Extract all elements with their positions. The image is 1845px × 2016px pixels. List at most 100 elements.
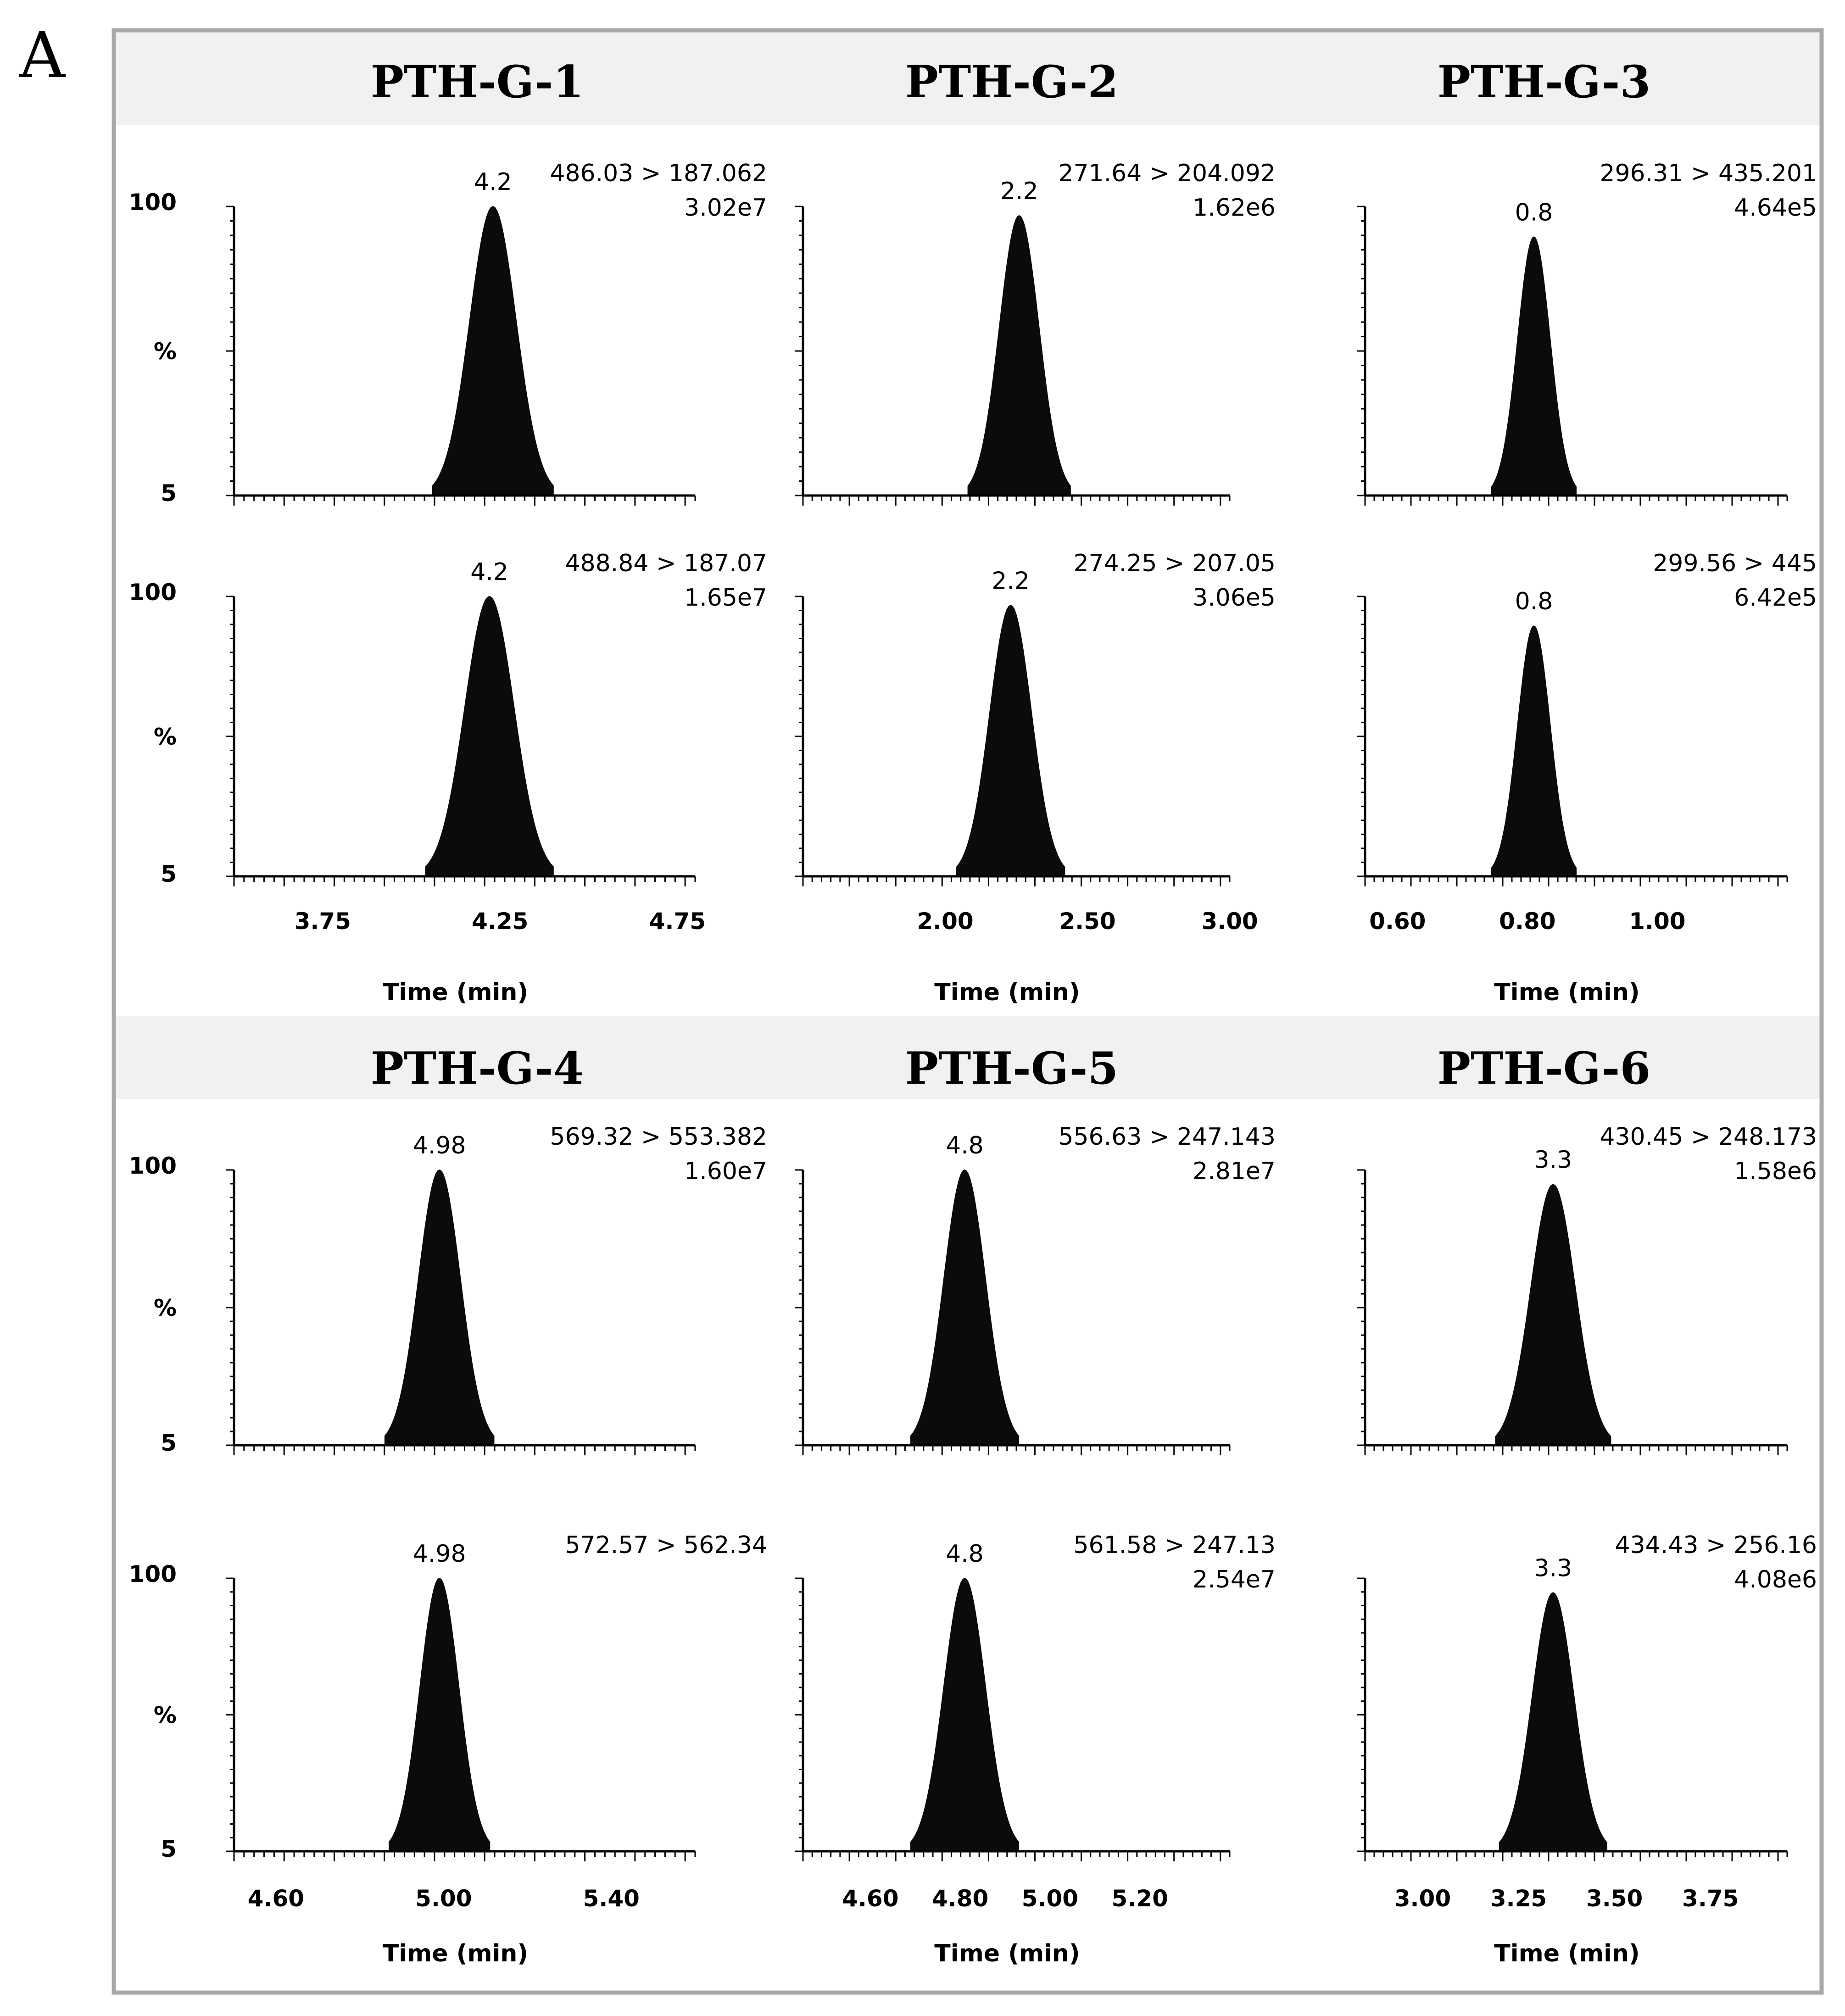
trace-2: 100% 5 4.98 572.57 > 562.34	[129, 1531, 767, 1862]
peak-area	[425, 596, 554, 877]
trace-2: 2.2 274.25 > 207.05 3.06e5	[795, 550, 1276, 886]
x-tick-label: 0.80	[1499, 908, 1555, 935]
x-axis-title: Time (min)	[934, 979, 1080, 1006]
intensity-label: 2.54e7	[1193, 1566, 1276, 1593]
intensity-label: 3.02e7	[684, 194, 767, 222]
transition-label: 296.31 > 435.201	[1600, 160, 1817, 187]
trace-1: 100% 5 4.98 569.32 > 553.382 1.60e7	[129, 1123, 767, 1456]
trace-2: 3.3 434.43 > 256.16 4.08e6	[1357, 1531, 1817, 1861]
trace-1: 2.2 271.64 > 204.092 1.62e6	[795, 160, 1276, 506]
peak-area	[910, 1577, 1019, 1852]
x-tick-label: 4.25	[472, 908, 528, 935]
y-tick-label: 5	[161, 861, 177, 887]
compound-title: PTH-G-5	[905, 1042, 1119, 1094]
peak-label: 3.3	[1534, 1147, 1572, 1174]
x-tick-label: 1.00	[1629, 908, 1685, 935]
peak-area	[384, 1169, 495, 1446]
peak-label: 2.2	[1000, 178, 1038, 205]
y-tick-label: 5	[161, 1836, 177, 1862]
y-tick-label: %	[154, 338, 177, 365]
x-tick-label: 2.00	[917, 908, 973, 935]
peak-area	[910, 1169, 1019, 1446]
peak-label: 0.8	[1515, 199, 1553, 226]
y-tick-label: 100	[129, 1153, 177, 1179]
trace-2: 0.8 299.56 > 445 6.42e5	[1357, 550, 1817, 886]
x-axis-title: Time (min)	[1494, 1940, 1639, 1967]
transition-label: 274.25 > 207.05	[1073, 550, 1276, 577]
transition-label: 488.84 > 187.07	[565, 550, 767, 577]
peak-area	[1499, 1592, 1607, 1852]
x-tick-label: 4.80	[932, 1885, 988, 1912]
y-tick-label: %	[154, 1295, 177, 1321]
intensity-label: 1.65e7	[684, 584, 767, 612]
peak-area	[956, 605, 1065, 877]
compound-title: PTH-G-4	[371, 1042, 584, 1094]
y-tick-label: 100	[129, 1561, 177, 1587]
transition-label: 572.57 > 562.34	[565, 1531, 767, 1559]
chart-pth-g-3: PTH-G-3 0.8 296.31 > 435.201 4.64e5 0.8 299.5…	[1357, 56, 1817, 1006]
x-tick-label: 3.00	[1394, 1885, 1451, 1912]
y-tick-label: %	[154, 724, 177, 750]
transition-label: 430.45 > 248.173	[1600, 1123, 1817, 1151]
chart-pth-g-2: PTH-G-2 2.2 271.64 > 204.092 1.62e6 2.2 274.2…	[795, 56, 1276, 1006]
x-tick-label: 3.25	[1490, 1885, 1547, 1912]
chart-pth-g-6: PTH-G-6 3.3 430.45 > 248.173 1.58e6 3.3 434.4…	[1357, 1042, 1817, 1967]
compound-title: PTH-G-2	[905, 56, 1119, 108]
intensity-label: 1.58e6	[1734, 1158, 1817, 1185]
x-tick-label: 3.75	[1682, 1885, 1739, 1912]
intensity-label: 6.42e5	[1734, 584, 1817, 612]
peak-label: 3.3	[1534, 1554, 1572, 1582]
peak-label: 4.8	[946, 1132, 984, 1159]
trace-1: 100% 5 4.2 486.03 > 187.062 3.02e7	[129, 160, 767, 507]
y-tick-label: 100	[129, 189, 177, 216]
peak-label: 4.98	[413, 1540, 466, 1568]
intensity-label: 3.06e5	[1193, 584, 1276, 612]
x-axis-title: Time (min)	[383, 1940, 528, 1967]
peak-label: 0.8	[1515, 588, 1553, 615]
peak-label: 4.8	[946, 1540, 984, 1568]
x-tick-label: 5.00	[1022, 1885, 1078, 1912]
intensity-label: 1.62e6	[1193, 194, 1276, 222]
x-tick-label: 3.75	[295, 908, 351, 935]
trace-1: 0.8 296.31 > 435.201 4.64e5	[1357, 160, 1817, 506]
peak-area	[389, 1577, 491, 1852]
x-tick-label: 0.60	[1369, 908, 1426, 935]
intensity-label: 1.60e7	[684, 1158, 767, 1185]
peak-area	[1491, 236, 1577, 496]
intensity-label: 2.81e7	[1193, 1158, 1276, 1185]
peak-area	[1495, 1184, 1611, 1446]
transition-label: 561.58 > 247.13	[1073, 1531, 1276, 1559]
peak-label: 4.98	[413, 1132, 466, 1159]
peak-area	[967, 215, 1071, 496]
panel-letter: A	[19, 18, 66, 92]
x-tick-label: 5.20	[1112, 1885, 1168, 1912]
x-tick-label: 4.75	[649, 908, 706, 935]
peak-label: 2.2	[992, 567, 1030, 595]
intensity-label: 4.08e6	[1734, 1566, 1817, 1593]
y-tick-label: 5	[161, 1430, 177, 1456]
intensity-label: 4.64e5	[1734, 194, 1817, 222]
y-tick-label: %	[154, 1702, 177, 1729]
compound-title: PTH-G-1	[371, 56, 584, 108]
figure-frame-layer: A	[19, 18, 1824, 1995]
x-tick-label: 3.50	[1586, 1885, 1643, 1912]
peak-area	[1491, 625, 1577, 877]
transition-label: 299.56 > 445	[1653, 550, 1817, 577]
x-axis-title: Time (min)	[934, 1940, 1080, 1967]
y-tick-label: 5	[161, 480, 177, 507]
compound-title: PTH-G-6	[1438, 1042, 1651, 1094]
transition-label: 486.03 > 187.062	[550, 160, 767, 187]
x-tick-label: 4.60	[842, 1885, 898, 1912]
trace-1: 4.8 556.63 > 247.143 2.81e7	[795, 1123, 1276, 1455]
header-band-bottom	[115, 1016, 1821, 1099]
x-tick-label: 5.40	[583, 1885, 640, 1912]
transition-label: 434.43 > 256.16	[1615, 1531, 1817, 1559]
peak-label: 4.2	[474, 168, 512, 196]
peak-area	[432, 206, 554, 496]
peak-label: 4.2	[470, 558, 508, 586]
header-band-top	[115, 31, 1821, 125]
transition-label: 569.32 > 553.382	[550, 1123, 767, 1151]
